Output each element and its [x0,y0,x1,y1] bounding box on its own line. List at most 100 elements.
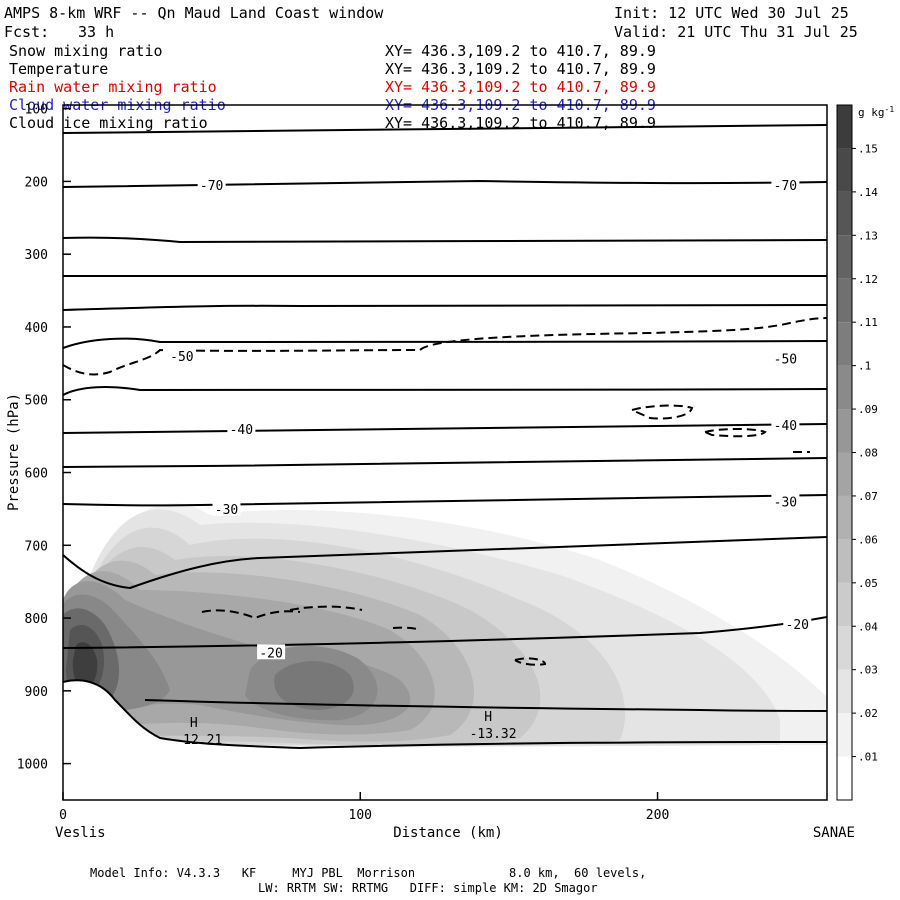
cloud-ice-contour [629,404,694,420]
isotherm-line [63,679,827,750]
contour-label: -30 [774,496,797,511]
colorbar-segment [837,322,852,366]
y-tick-label: 600 [25,467,48,482]
colorbar-tick-label: .03 [858,664,878,677]
high-value: -13.32 [470,727,517,742]
colorbar-unit: g kg-1 [858,105,894,119]
field-cross-section-coords: XY= 436.3,109.2 to 410.7, 89.9 [385,42,656,60]
y-tick-label: 100 [25,103,48,118]
cloud-ice-contour [701,428,767,438]
isotherm-line [63,236,827,244]
high-marker: H [190,716,198,731]
colorbar-tick-label: .05 [858,577,878,590]
isotherm-line [63,386,827,396]
colorbar-segment [837,626,852,670]
contour-label: -50 [170,350,193,365]
cloud-ice-contours [63,317,827,666]
colorbar-segment [837,452,852,496]
left-endpoint-label: Veslis [55,825,106,841]
contour-label: -20 [259,646,282,661]
colorbar-segment [837,669,852,714]
valid-time: Valid: 21 UTC Thu 31 Jul 25 [614,23,858,41]
contour-label: -40 [230,423,253,438]
isotherm-line [144,699,827,712]
high-marker: H [484,710,492,725]
surface-annotations: H -12.21 H -13.32 [175,710,516,748]
chart-title: AMPS 8-km WRF -- Qn Maud Land Coast wind… [4,4,384,22]
colorbar-segment [837,539,852,583]
colorbar-segment [837,278,852,323]
colorbar-tick-label: .01 [858,751,878,764]
colorbar-tick-label: .06 [858,533,878,546]
isotherm-line [63,536,827,590]
contour-label-bg [771,177,800,193]
field-name: Cloud ice mixing ratio [9,114,208,132]
contour-label: -40 [774,419,797,434]
colorbar-tick-label: .08 [858,447,878,460]
colorbar-segment [837,191,852,236]
contour-label: -70 [774,179,797,194]
contour-label-bg [771,350,800,366]
contour-label-bg [771,417,800,433]
y-tick-label: 400 [25,321,48,336]
colorbar-segment [837,582,852,627]
isotherm-line [63,616,827,649]
y-axis-label: Pressure (hPa) [6,393,22,511]
colorbar: .01 .02 .03 .04 .05 .06 .07 .08 .09 .1 .11 .12 .13 .1… [836,104,894,801]
field-cross-section-coords: XY= 436.3,109.2 to 410.7, 89.9 [385,78,656,96]
y-tick-label: 700 [25,539,48,554]
colorbar-tick-label: .07 [858,490,878,503]
cloud-ice-contour [392,626,421,631]
y-tick-label: 300 [25,248,48,263]
y-tick-label: 1000 [17,758,48,773]
colorbar-segment [837,148,852,192]
contour-label-bg [771,493,800,509]
contour-label-bg [212,500,241,516]
field-cross-section-coords: XY= 436.3,109.2 to 410.7, 89.9 [385,60,656,78]
contour-label-bg [227,420,256,436]
contour-label-bg [197,177,226,193]
colorbar-segment [837,365,852,410]
colorbar-tick-label: .12 [858,273,878,286]
init-time: Init: 12 UTC Wed 30 Jul 25 [614,4,849,22]
y-tick-label: 200 [25,175,48,190]
cloud-ice-contour [514,657,547,666]
model-info: Model Info: V4.3.3 KF MYJ PBL Morrison 8… [90,866,647,880]
colorbar-segment [837,105,852,149]
shade-level-10 [274,661,354,710]
y-tick-label: 500 [25,394,48,409]
contour-label-bg [783,615,812,631]
contour-label-bg [257,644,286,660]
high-value: -12.21 [175,733,222,748]
contour-label: -70 [200,179,223,194]
isotherm-line [63,304,827,311]
colorbar-tick-label: .02 [858,707,878,720]
terrain-mask [63,680,827,800]
colorbar-tick-label: .04 [858,620,878,633]
x-axis: 0 100 200 [59,792,669,823]
right-endpoint-label: SANAE [813,825,855,841]
model-physics: LW: RRTM SW: RRTMG DIFF: simple KM: 2D S… [258,881,598,895]
colorbar-segment [837,713,852,757]
field-name: Snow mixing ratio [9,42,163,60]
y-tick-label: 800 [25,612,48,627]
colorbar-segment [837,409,852,453]
forecast-hour: 33 h [78,23,115,41]
colorbar-tick-label: .1 [858,360,871,373]
contour-label: -50 [774,352,797,367]
x-tick-label: 100 [349,808,372,823]
cloud-ice-contour [63,317,827,376]
x-tick-label: 0 [59,808,67,823]
x-tick-label: 200 [646,808,669,823]
colorbar-tick-label: .14 [858,186,878,199]
forecast-label: Fcst: [4,23,50,41]
colorbar-segment [837,495,852,540]
isotherm-line [63,423,827,434]
contour-labels: -70 -70 -50 -50 -40 -40 -30 -30 -20 -20 [167,177,812,661]
snow-mixing-ratio-shading [63,503,827,800]
y-tick-label: 900 [25,685,48,700]
isotherm-line [63,179,827,188]
shade-level-13 [72,642,98,688]
